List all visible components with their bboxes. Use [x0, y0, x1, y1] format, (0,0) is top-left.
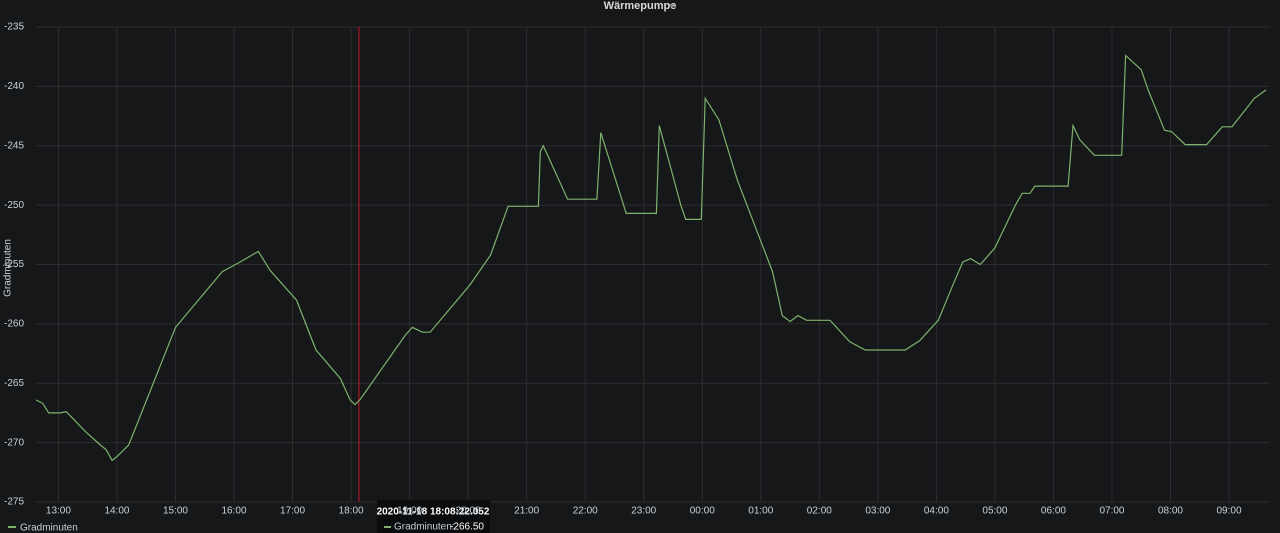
- y-tick-label: -235: [4, 22, 24, 33]
- x-tick-label: 15:00: [163, 506, 188, 517]
- x-tick-label: 03:00: [865, 506, 890, 517]
- x-tick-label: 16:00: [222, 506, 247, 517]
- x-tick-label: 17:00: [280, 506, 305, 517]
- x-tick-label: 00:00: [690, 506, 715, 517]
- x-tick-label: 07:00: [1099, 506, 1124, 517]
- x-tick-label: 21:00: [514, 506, 539, 517]
- y-tick-label: -270: [4, 437, 24, 448]
- tooltip-bg: [377, 500, 490, 533]
- y-tick-label: -240: [4, 81, 24, 92]
- y-tick-label: -275: [4, 497, 24, 508]
- y-tick-label: -260: [4, 319, 24, 330]
- x-tick-label: 23:00: [631, 506, 656, 517]
- plot: [35, 54, 1267, 462]
- tooltip-series: Gradminuten:: [394, 522, 455, 533]
- tooltip-value: -266.50: [450, 522, 484, 533]
- y-tick-label: -265: [4, 378, 24, 389]
- legend-label[interactable]: Gradminuten: [20, 523, 78, 533]
- x-tick-label: 20:00: [456, 506, 481, 517]
- x-tick-label: 09:00: [1217, 506, 1242, 517]
- title-caret[interactable]: [669, 4, 675, 8]
- grid: [36, 26, 1270, 503]
- tooltip: 2020-11-18 18:08:22.052 Gradminuten: -26…: [377, 500, 490, 533]
- tooltip-time: 2020-11-18 18:08:22.052: [377, 507, 490, 518]
- x-tick-label: 02:00: [807, 506, 832, 517]
- x-tick-label: 08:00: [1158, 506, 1183, 517]
- x-tick-label: 13:00: [46, 506, 71, 517]
- x-tick-label: 04:00: [924, 506, 949, 517]
- series-line: [35, 54, 1267, 462]
- y-tick-label: -255: [4, 259, 24, 270]
- x-tick-label: 01:00: [748, 506, 773, 517]
- x-tick-label: 22:00: [573, 506, 598, 517]
- y-tick-label: -245: [4, 140, 24, 151]
- x-tick-label: 06:00: [1041, 506, 1066, 517]
- x-tick-label: 05:00: [982, 506, 1007, 517]
- y-axis-label: Gradminuten: [3, 239, 14, 297]
- y-tick-label: -250: [4, 200, 24, 211]
- x-tick-label: 14:00: [104, 506, 129, 517]
- x-tick-label: 18:00: [339, 506, 364, 517]
- x-tick-label: 19:00: [397, 506, 422, 517]
- panel-title[interactable]: Wärmepumpe: [604, 0, 677, 12]
